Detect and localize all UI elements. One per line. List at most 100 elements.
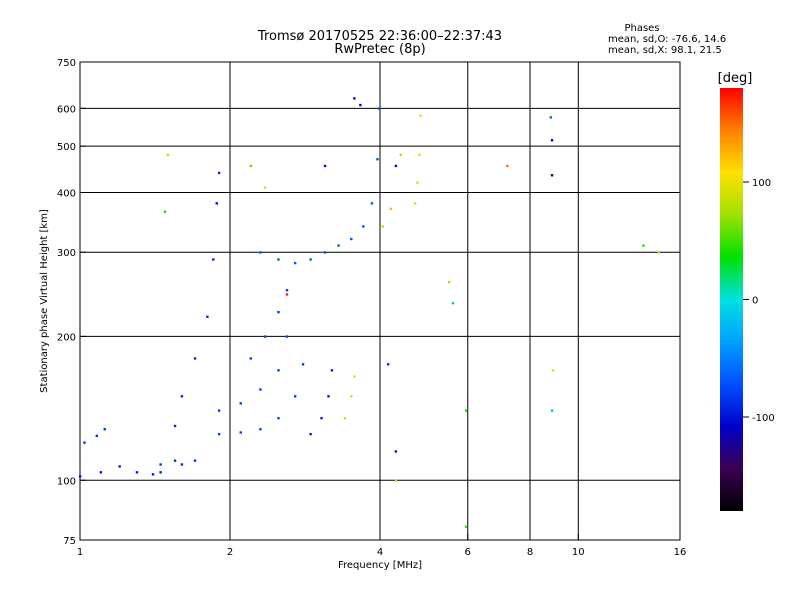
data-point <box>118 465 121 468</box>
colorbar-ticks: 100 0 -100 <box>743 178 775 424</box>
data-point <box>418 153 421 157</box>
x-tick-label: 16 <box>674 547 687 558</box>
y-axis-label: Stationary phase Virtual Height [km] <box>39 209 50 393</box>
x-tick-label: 8 <box>527 547 533 558</box>
data-point <box>173 459 177 462</box>
data-point <box>212 258 215 261</box>
data-point <box>217 432 221 436</box>
data-point <box>353 375 356 378</box>
stats-o-mode: mean, sd,O: -76.6, 14.6 <box>608 34 726 45</box>
data-point <box>293 261 297 265</box>
data-point <box>217 171 221 175</box>
data-point <box>95 434 99 438</box>
data-point <box>549 116 553 119</box>
data-point <box>277 310 280 314</box>
data-point <box>285 335 289 338</box>
data-point <box>447 280 451 284</box>
data-point <box>135 471 139 474</box>
y-tick-label: 500 <box>57 142 76 153</box>
data-point <box>376 158 379 161</box>
data-point <box>394 450 398 453</box>
data-point <box>259 251 262 254</box>
data-point <box>362 225 365 228</box>
data-point <box>550 139 554 142</box>
data-point <box>277 369 280 372</box>
data-point <box>550 174 554 177</box>
data-point <box>239 402 242 405</box>
colorbar-tick-label: 0 <box>752 296 758 307</box>
stats-heading: Phases <box>624 23 659 34</box>
plot-area: 1 2 4 6 8 10 16 75 100 200 300 400 500 600 750 <box>57 58 686 558</box>
y-tick-label: 600 <box>57 104 76 115</box>
data-point <box>337 244 340 247</box>
y-tick-label: 750 <box>57 58 76 69</box>
axis-ticks: 1 2 4 6 8 10 16 75 100 200 300 400 500 600 750 <box>57 58 686 558</box>
data-point <box>399 153 403 157</box>
y-tick-label: 400 <box>57 188 76 199</box>
x-tick-label: 4 <box>377 547 383 558</box>
data-point <box>285 293 289 296</box>
data-point <box>359 103 362 107</box>
data-point <box>193 357 197 360</box>
data-point <box>327 395 330 398</box>
data-point <box>353 97 356 100</box>
colorbar: [deg] 100 0 -100 <box>718 71 775 511</box>
data-point <box>642 244 645 247</box>
y-tick-label: 200 <box>57 332 76 343</box>
data-point <box>394 479 398 482</box>
data-point <box>451 301 455 305</box>
data-point <box>301 363 305 366</box>
data-point <box>83 441 86 444</box>
data-point <box>249 164 253 168</box>
data-point <box>464 525 468 529</box>
data-point <box>166 153 170 157</box>
y-tick-label: 100 <box>57 476 76 487</box>
x-tick-label: 2 <box>227 547 233 558</box>
data-point <box>389 207 392 211</box>
data-point <box>151 473 155 476</box>
data-point <box>215 202 219 205</box>
data-point <box>394 164 398 168</box>
data-point <box>277 416 280 420</box>
x-tick-label: 1 <box>77 547 83 558</box>
data-point <box>263 335 267 338</box>
data-point <box>657 251 661 254</box>
colorbar-label: [deg] <box>718 71 753 86</box>
data-point <box>464 409 468 412</box>
data-point <box>552 369 555 372</box>
colorbar-tick-label: 100 <box>752 178 771 189</box>
data-point <box>159 463 162 466</box>
x-tick-label: 10 <box>572 547 585 558</box>
chart-subtitle: RwPretec (8p) <box>334 42 425 57</box>
data-point <box>180 463 184 466</box>
data-point <box>343 416 347 420</box>
data-point <box>79 475 82 478</box>
data-point <box>293 395 297 398</box>
data-point <box>99 471 103 474</box>
grid <box>80 62 680 540</box>
data-point <box>377 107 381 110</box>
y-tick-label: 300 <box>57 248 76 259</box>
y-tick-label: 75 <box>63 536 76 547</box>
data-point <box>350 395 353 398</box>
data-point <box>103 428 106 431</box>
x-tick-label: 6 <box>465 547 471 558</box>
data-point <box>259 428 262 431</box>
data-point <box>159 471 162 474</box>
data-point <box>320 416 323 420</box>
data-point <box>416 181 419 184</box>
colorbar-tick-label: -100 <box>752 413 775 424</box>
data-point <box>277 258 280 261</box>
data-point <box>370 202 374 205</box>
stats-x-mode: mean, sd,X: 98.1, 21.5 <box>608 45 722 56</box>
data-point <box>386 363 390 366</box>
x-axis-label: Frequency [MHz] <box>338 560 422 571</box>
data-point <box>285 289 289 292</box>
data-point <box>249 357 253 360</box>
data-point <box>206 315 209 319</box>
data-point <box>323 164 327 168</box>
data-point <box>323 251 327 254</box>
data-point <box>263 186 267 189</box>
data-point <box>259 388 262 391</box>
